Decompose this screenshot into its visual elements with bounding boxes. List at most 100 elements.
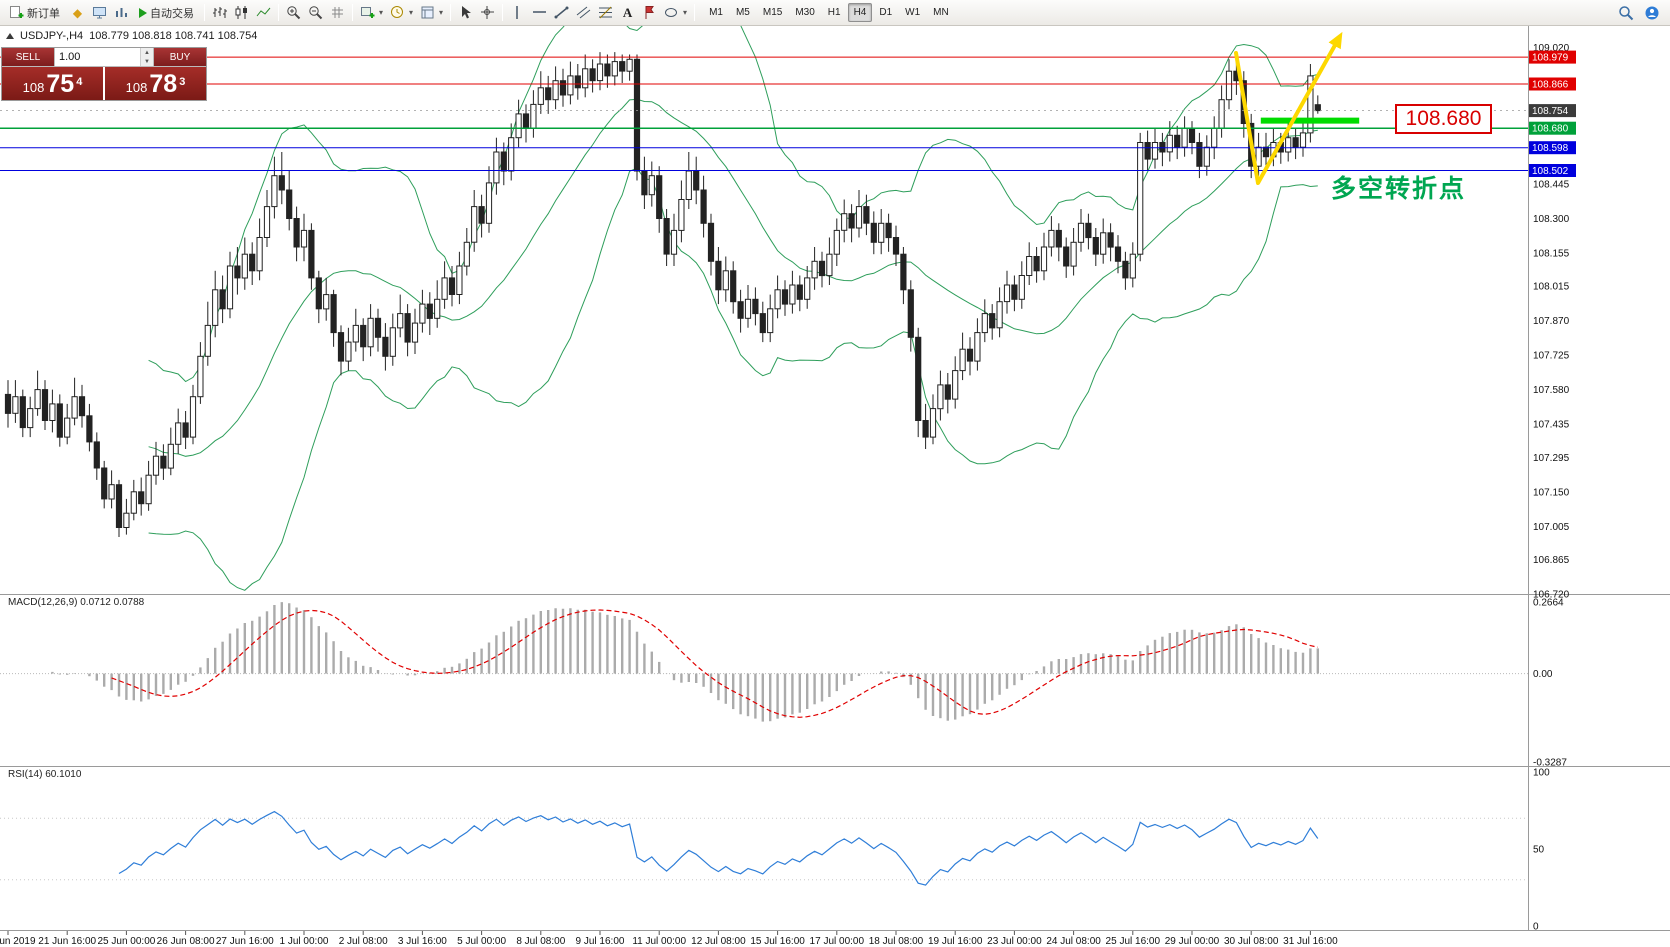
zoom-in-icon — [287, 6, 301, 20]
chevron-down-icon: ▾ — [379, 8, 384, 17]
fibonacci-icon — [599, 6, 613, 19]
periods-button[interactable]: ▾ — [387, 2, 416, 23]
mql5-button[interactable]: ◆ — [67, 2, 88, 23]
crosshair-button[interactable] — [477, 2, 498, 23]
templates-button[interactable]: ▾ — [417, 2, 446, 23]
toolbar-separator — [694, 4, 696, 21]
svg-text:108.155: 108.155 — [1533, 249, 1570, 260]
volume-up-button[interactable]: ▲ — [141, 48, 153, 57]
diamond-icon: ◆ — [72, 5, 83, 20]
auto-scroll-button[interactable] — [327, 2, 348, 23]
turning-point-annotation[interactable]: 多空转折点 — [1331, 175, 1467, 203]
ask-prefix: 108 — [125, 79, 148, 95]
price-badges: 108.979 108.866 108.754 108.680 108.598 108.5… — [1529, 50, 1576, 177]
sell-header-button[interactable]: SELL — [2, 48, 54, 66]
clock-icon — [391, 6, 404, 18]
timeframe-w1-button[interactable]: W1 — [899, 3, 926, 22]
template-icon — [421, 6, 434, 19]
svg-text:107.435: 107.435 — [1533, 420, 1570, 431]
text-label-button[interactable] — [639, 2, 660, 23]
grid-icon — [332, 7, 343, 18]
rsi-pane[interactable] — [0, 810, 1528, 886]
chart-background — [0, 25, 1670, 947]
svg-text:29 Jul 00:00: 29 Jul 00:00 — [1165, 936, 1220, 947]
bollinger-lower-band — [148, 167, 1318, 591]
toolbar-separator — [204, 4, 205, 21]
buy-header-button[interactable]: BUY — [154, 48, 206, 66]
one-click-trading-panel: SELL ▲ ▼ BUY 108 75 4 108 78 3 — [1, 47, 207, 101]
new-chart-button[interactable]: ▾ — [357, 2, 386, 23]
bid-prefix: 108 — [22, 79, 45, 95]
toolbar-separator — [502, 4, 504, 21]
svg-text:31 Jul 16:00: 31 Jul 16:00 — [1283, 936, 1338, 947]
svg-text:19 Jul 16:00: 19 Jul 16:00 — [928, 936, 983, 947]
flag-icon — [645, 6, 654, 19]
ask-pipette: 3 — [179, 76, 186, 88]
ask-big-digits: 78 — [149, 70, 178, 98]
new-order-icon — [10, 6, 24, 18]
macd-pane[interactable] — [0, 602, 1528, 722]
ellipse-icon — [665, 8, 678, 17]
volume-input[interactable] — [55, 48, 140, 66]
volume-field: ▲ ▼ — [54, 48, 154, 66]
play-icon — [139, 7, 147, 18]
trend-arrow[interactable] — [1234, 31, 1343, 185]
text-tool-button[interactable]: A — [617, 2, 638, 23]
timeframe-group: M1 M5 M15 M30 H1 H4 D1 W1 MN — [703, 3, 955, 22]
svg-text:107.150: 107.150 — [1533, 487, 1570, 498]
autotrading-button[interactable]: 自动交易 — [133, 2, 200, 23]
volume-spinner: ▲ ▼ — [140, 48, 153, 66]
text-tool-icon: A — [622, 4, 633, 20]
bar-chart-mode-button[interactable] — [209, 2, 230, 23]
price-annotation-box[interactable]: 108.680 — [1395, 104, 1492, 134]
horizontal-line-button[interactable] — [529, 2, 550, 23]
timeframe-m30-button[interactable]: M30 — [789, 3, 820, 22]
search-button[interactable] — [1615, 2, 1637, 23]
rsi-scale-label: 0 — [1533, 922, 1539, 933]
market-watch-button[interactable] — [111, 2, 132, 23]
timeframe-m5-button[interactable]: M5 — [730, 3, 756, 22]
candlestick-mode-button[interactable] — [231, 2, 252, 23]
svg-text:107.870: 107.870 — [1533, 316, 1570, 327]
horizontal-line-icon — [533, 11, 547, 13]
bid-big-digits: 75 — [46, 70, 75, 98]
volume-down-button[interactable]: ▼ — [141, 57, 153, 66]
bar-chart-icon — [213, 7, 227, 18]
macd-indicator-label: MACD(12,26,9) 0.0712 0.0788 — [8, 597, 145, 608]
sell-button[interactable]: 108 75 4 — [2, 67, 103, 100]
rsi-scale-label: 50 — [1533, 845, 1545, 856]
main-price-pane[interactable] — [0, 0, 1528, 591]
rsi-scale-label: 100 — [1533, 768, 1550, 779]
zoom-out-button[interactable] — [305, 2, 326, 23]
channel-button[interactable] — [573, 2, 594, 23]
fibonacci-button[interactable] — [595, 2, 616, 23]
shapes-button[interactable]: ▾ — [661, 2, 690, 23]
timeframe-h1-button[interactable]: H1 — [822, 3, 847, 22]
svg-text:25 Jul 16:00: 25 Jul 16:00 — [1106, 936, 1161, 947]
buy-button[interactable]: 108 78 3 — [103, 67, 206, 100]
svg-text:30 Jul 08:00: 30 Jul 08:00 — [1224, 936, 1279, 947]
candlestick-icon — [235, 6, 247, 19]
svg-text:106.865: 106.865 — [1533, 555, 1570, 566]
line-chart-mode-button[interactable] — [253, 2, 274, 23]
one-click-collapse-toggle[interactable] — [6, 33, 14, 39]
timeframe-h4-button[interactable]: H4 — [847, 3, 873, 22]
timeframe-mn-button[interactable]: MN — [927, 3, 955, 22]
trendline-button[interactable] — [551, 2, 572, 23]
svg-text:108.979: 108.979 — [1532, 53, 1569, 64]
svg-text:108.502: 108.502 — [1532, 166, 1569, 177]
zoom-in-button[interactable] — [283, 2, 304, 23]
svg-text:24 Jul 08:00: 24 Jul 08:00 — [1046, 936, 1101, 947]
vertical-line-button[interactable] — [507, 2, 528, 23]
new-order-button[interactable]: 新订单 — [3, 2, 66, 23]
community-button[interactable] — [1641, 2, 1663, 23]
cursor-button[interactable] — [455, 2, 476, 23]
timeframe-m1-button[interactable]: M1 — [703, 3, 729, 22]
timeframe-d1-button[interactable]: D1 — [873, 3, 898, 22]
svg-text:9 Jul 16:00: 9 Jul 16:00 — [576, 936, 625, 947]
svg-text:107.580: 107.580 — [1533, 385, 1570, 396]
timeframe-m15-button[interactable]: M15 — [757, 3, 788, 22]
charts-window-button[interactable] — [89, 2, 110, 23]
